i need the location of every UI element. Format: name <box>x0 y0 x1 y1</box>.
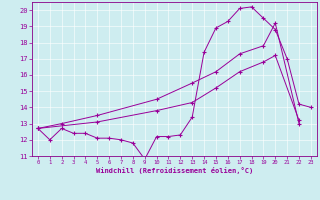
X-axis label: Windchill (Refroidissement éolien,°C): Windchill (Refroidissement éolien,°C) <box>96 167 253 174</box>
